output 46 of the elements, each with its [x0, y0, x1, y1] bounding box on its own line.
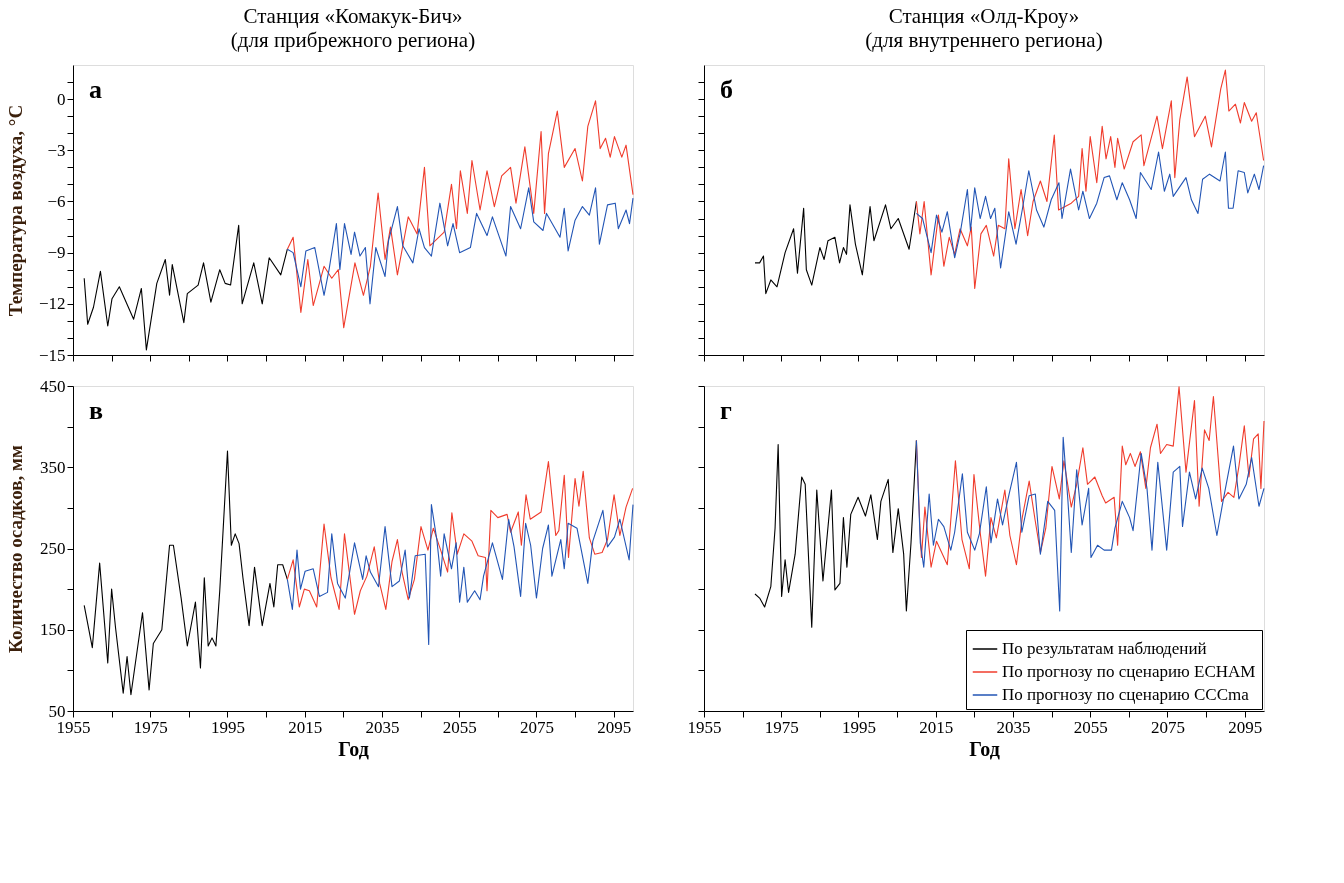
y-tick-label: −15 [38, 345, 66, 365]
legend-label: По прогнозу по сценарию CCCma [1002, 685, 1250, 704]
chart-title: Станция «Комакук-Бич» [243, 4, 463, 28]
x-tick-label: 1975 [764, 717, 799, 737]
x-tick-label: 2075 [1150, 717, 1185, 737]
x-tick-label: 2035 [996, 717, 1031, 737]
line-series [286, 461, 634, 615]
annotation: а [89, 75, 102, 104]
chart-title: Станция «Олд-Кроу» [888, 4, 1080, 28]
annotation: г [720, 396, 732, 425]
x-tick-label: 1955 [687, 717, 722, 737]
chart-subtitle: (для прибрежного региона) [230, 28, 476, 52]
x-tick-label: 2015 [288, 717, 323, 737]
annotation: б [720, 75, 733, 104]
y-tick-label: −6 [47, 191, 66, 211]
y-tick-label: 250 [40, 539, 66, 558]
y-axis-title: Количество осадков, мм [4, 445, 26, 653]
y-tick-label: 0 [57, 89, 66, 109]
x-tick-label: 1995 [210, 717, 245, 737]
legend-label: По прогнозу по сценарию ECHAM [1002, 662, 1256, 681]
x-tick-label: 2015 [919, 717, 954, 737]
x-axis-title: Год [969, 737, 1000, 760]
y-tick-label: −9 [47, 243, 66, 263]
y-tick-label: −12 [38, 294, 66, 314]
x-tick-label: 2055 [1073, 717, 1108, 737]
y-tick-label: 450 [40, 376, 66, 396]
annotation: в [89, 396, 104, 425]
x-tick-label: 2075 [519, 717, 554, 737]
x-tick-label: 2095 [597, 717, 632, 737]
line-series [286, 504, 634, 645]
y-axis-title: Температура воздуха, °C [4, 104, 26, 317]
line-series [83, 450, 288, 696]
y-tick-label: 150 [40, 620, 66, 640]
x-tick-label: 2035 [365, 717, 400, 737]
line-series [83, 224, 288, 351]
y-tick-label: 350 [40, 457, 66, 477]
y-tick-label: −3 [47, 140, 66, 160]
x-tick-label: 1975 [133, 717, 168, 737]
x-tick-label: 1995 [841, 717, 876, 737]
x-axis-title: Год [338, 737, 369, 760]
x-tick-label: 2095 [1228, 717, 1263, 737]
line-series [286, 100, 634, 329]
x-tick-label: 2055 [442, 717, 477, 737]
chart-subtitle: (для внутреннего региона) [865, 28, 1103, 52]
legend-label: По результатам наблюдений [1002, 639, 1207, 658]
line-series [286, 187, 634, 305]
